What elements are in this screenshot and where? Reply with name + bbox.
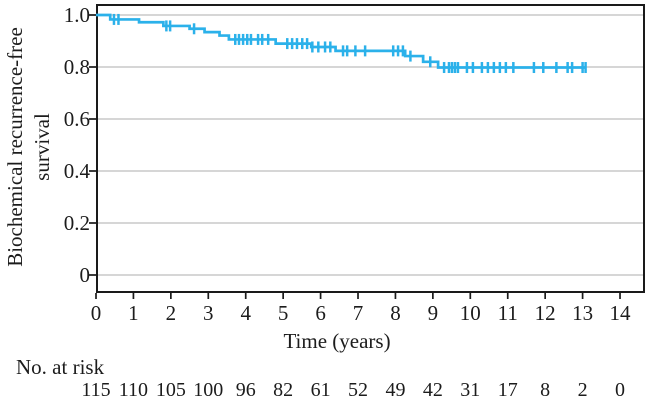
risk-value: 42: [422, 379, 443, 401]
x-tick-label: 12: [534, 301, 556, 325]
risk-value: 31: [460, 379, 481, 401]
y-axis-label-line1: Biochemical recurrence-free: [3, 27, 27, 267]
y-tick-label: 0.8: [63, 55, 90, 79]
risk-value: 96: [235, 379, 256, 401]
x-tick-label: 11: [497, 301, 518, 325]
y-tick-label: 0.6: [63, 107, 90, 131]
x-tick-label: 2: [165, 301, 177, 325]
risk-value: 49: [385, 379, 406, 401]
plot-border: [96, 4, 645, 293]
risk-value: 17: [497, 379, 518, 401]
x-tick-label: 3: [203, 301, 214, 325]
y-tick-label: 1.0: [63, 3, 90, 27]
x-tick-label: 5: [277, 301, 289, 325]
risk-value: 105: [155, 379, 186, 401]
x-tick-label: 14: [609, 301, 631, 325]
x-tick-label: 9: [427, 301, 439, 325]
risk-value: 115: [81, 379, 111, 401]
x-tick-label: 6: [315, 301, 326, 325]
x-axis-label: Time (years): [283, 329, 391, 353]
x-tick-label: 0: [90, 301, 102, 325]
risk-value: 82: [273, 379, 294, 401]
y-tick-label: 0.2: [63, 211, 90, 235]
x-tick-label: 4: [240, 301, 251, 325]
risk-value: 2: [577, 379, 588, 401]
risk-value: 100: [193, 379, 224, 401]
x-tick-label: 13: [572, 301, 594, 325]
y-axis-label: Biochemical recurrence-free survival: [2, 0, 60, 297]
x-tick-label: 1: [128, 301, 139, 325]
risk-value: 52: [348, 379, 368, 401]
x-tick-label: 10: [459, 301, 481, 325]
risk-value: 8: [540, 379, 551, 401]
y-tick-label: 0.4: [63, 159, 90, 183]
x-tick-label: 8: [390, 301, 401, 325]
risk-value: 0: [615, 379, 626, 401]
risk-value: 61: [310, 379, 331, 401]
km-curve: [96, 13, 587, 69]
risk-value: 110: [118, 379, 149, 401]
x-tick-label: 7: [352, 301, 364, 325]
y-axis-label-line2: survival: [30, 113, 54, 181]
y-tick-label: 0: [79, 263, 91, 287]
risk-table-label: No. at risk: [16, 355, 105, 379]
